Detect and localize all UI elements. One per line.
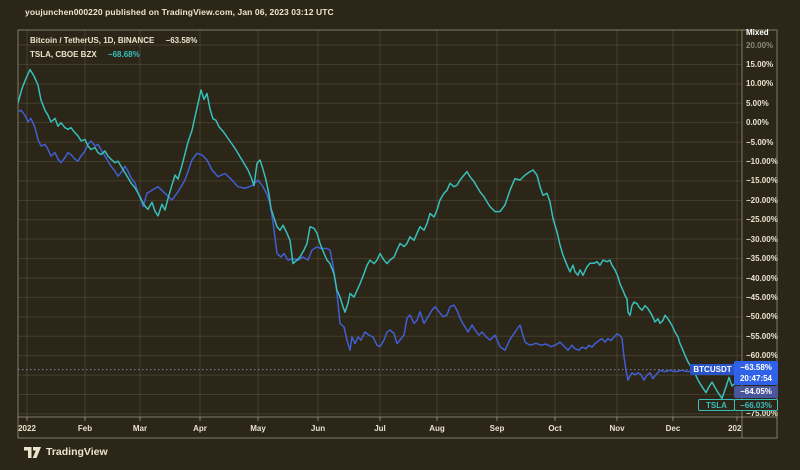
x-axis-year-label: 2023 bbox=[728, 424, 742, 433]
tradingview-logo-icon bbox=[24, 446, 41, 458]
y-axis-label: −10.00% bbox=[746, 157, 778, 166]
y-axis-label: −30.00% bbox=[746, 234, 778, 244]
price-scale[interactable]: 20.00% 15.00% 10.00% 5.00% 0.00% −5.00% −10.00… bbox=[742, 30, 800, 419]
y-axis-label: −75.00% bbox=[746, 409, 778, 419]
x-axis-month-label: Oct bbox=[548, 424, 562, 433]
y-axis-label: 15.00% bbox=[746, 59, 774, 69]
tsla-last-price-tag: −66.03% bbox=[734, 399, 778, 411]
time-axis[interactable]: 2022 Feb Mar Apr May Jun Jul Aug Sep Oct Nov Dec 202… bbox=[18, 417, 742, 438]
x-axis-month-label: Dec bbox=[665, 424, 681, 433]
chart-legend: Bitcoin / TetherUS, 1D, BINANCE −63.58% … bbox=[30, 34, 197, 61]
btc-bar-countdown: 20:47:54 bbox=[739, 374, 773, 383]
legend-symbol-title: TSLA, CBOE BZX bbox=[30, 49, 97, 59]
y-axis-label: −40.00% bbox=[746, 273, 778, 283]
x-axis-month-label: May bbox=[250, 424, 266, 433]
tradingview-brand-link[interactable]: TradingView bbox=[24, 443, 108, 461]
y-axis-label: −5.00% bbox=[746, 137, 774, 147]
legend-row-bitcoin[interactable]: Bitcoin / TetherUS, 1D, BINANCE −63.58% bbox=[30, 34, 197, 48]
y-axis-label: 10.00% bbox=[746, 79, 774, 89]
btc-last-price-value: −63.58% bbox=[740, 363, 772, 372]
y-axis-label: −50.00% bbox=[746, 312, 778, 322]
btc-series-line bbox=[18, 109, 741, 381]
y-axis-label: −35.00% bbox=[746, 254, 778, 264]
tsla-price-line-symbol-tag: TSLA bbox=[698, 399, 735, 411]
publish-attribution: youjunchen000220 published on TradingVie… bbox=[25, 7, 334, 17]
x-axis-year-label: 2022 bbox=[18, 424, 36, 433]
y-axis-label: −60.00% bbox=[746, 351, 778, 361]
y-axis-label: −20.00% bbox=[746, 195, 778, 205]
x-axis-month-label: Jun bbox=[310, 424, 326, 433]
y-axis-label: −55.00% bbox=[746, 331, 778, 341]
x-axis-month-label: Feb bbox=[77, 424, 93, 433]
btc-secondary-price-tag: −64.05% bbox=[734, 386, 778, 398]
legend-change-value: −63.58% bbox=[165, 36, 198, 45]
x-axis-month-label: Apr bbox=[193, 424, 207, 433]
price-scale-mode-label[interactable]: Mixed bbox=[746, 28, 769, 37]
y-axis-label: −45.00% bbox=[746, 292, 778, 302]
x-axis-month-label: Nov bbox=[609, 424, 625, 433]
y-axis-label: 0.00% bbox=[746, 118, 769, 128]
tsla-series-line bbox=[18, 68, 741, 400]
y-axis-label: −15.00% bbox=[746, 176, 778, 186]
legend-change-value: −68.68% bbox=[107, 49, 140, 59]
x-axis-month-label: Mar bbox=[132, 424, 148, 433]
x-axis-month-label: Jul bbox=[374, 424, 386, 433]
x-axis-month-label: Aug bbox=[429, 424, 445, 433]
y-axis-label: −25.00% bbox=[746, 215, 778, 225]
chart-frame bbox=[17, 29, 778, 439]
legend-symbol-title: Bitcoin / TetherUS, 1D, BINANCE bbox=[30, 36, 155, 45]
tradingview-brand-text: TradingView bbox=[46, 446, 108, 458]
x-axis-month-label: Sep bbox=[489, 424, 505, 433]
legend-row-tsla[interactable]: TSLA, CBOE BZX −68.68% bbox=[30, 48, 197, 62]
btc-last-price-tag: −63.58% 20:47:54 bbox=[734, 361, 778, 385]
y-axis-label: 20.00% bbox=[746, 40, 774, 50]
btc-price-line-symbol-tag: BTCUSDT bbox=[690, 364, 735, 375]
y-axis-label: 5.00% bbox=[746, 98, 769, 108]
